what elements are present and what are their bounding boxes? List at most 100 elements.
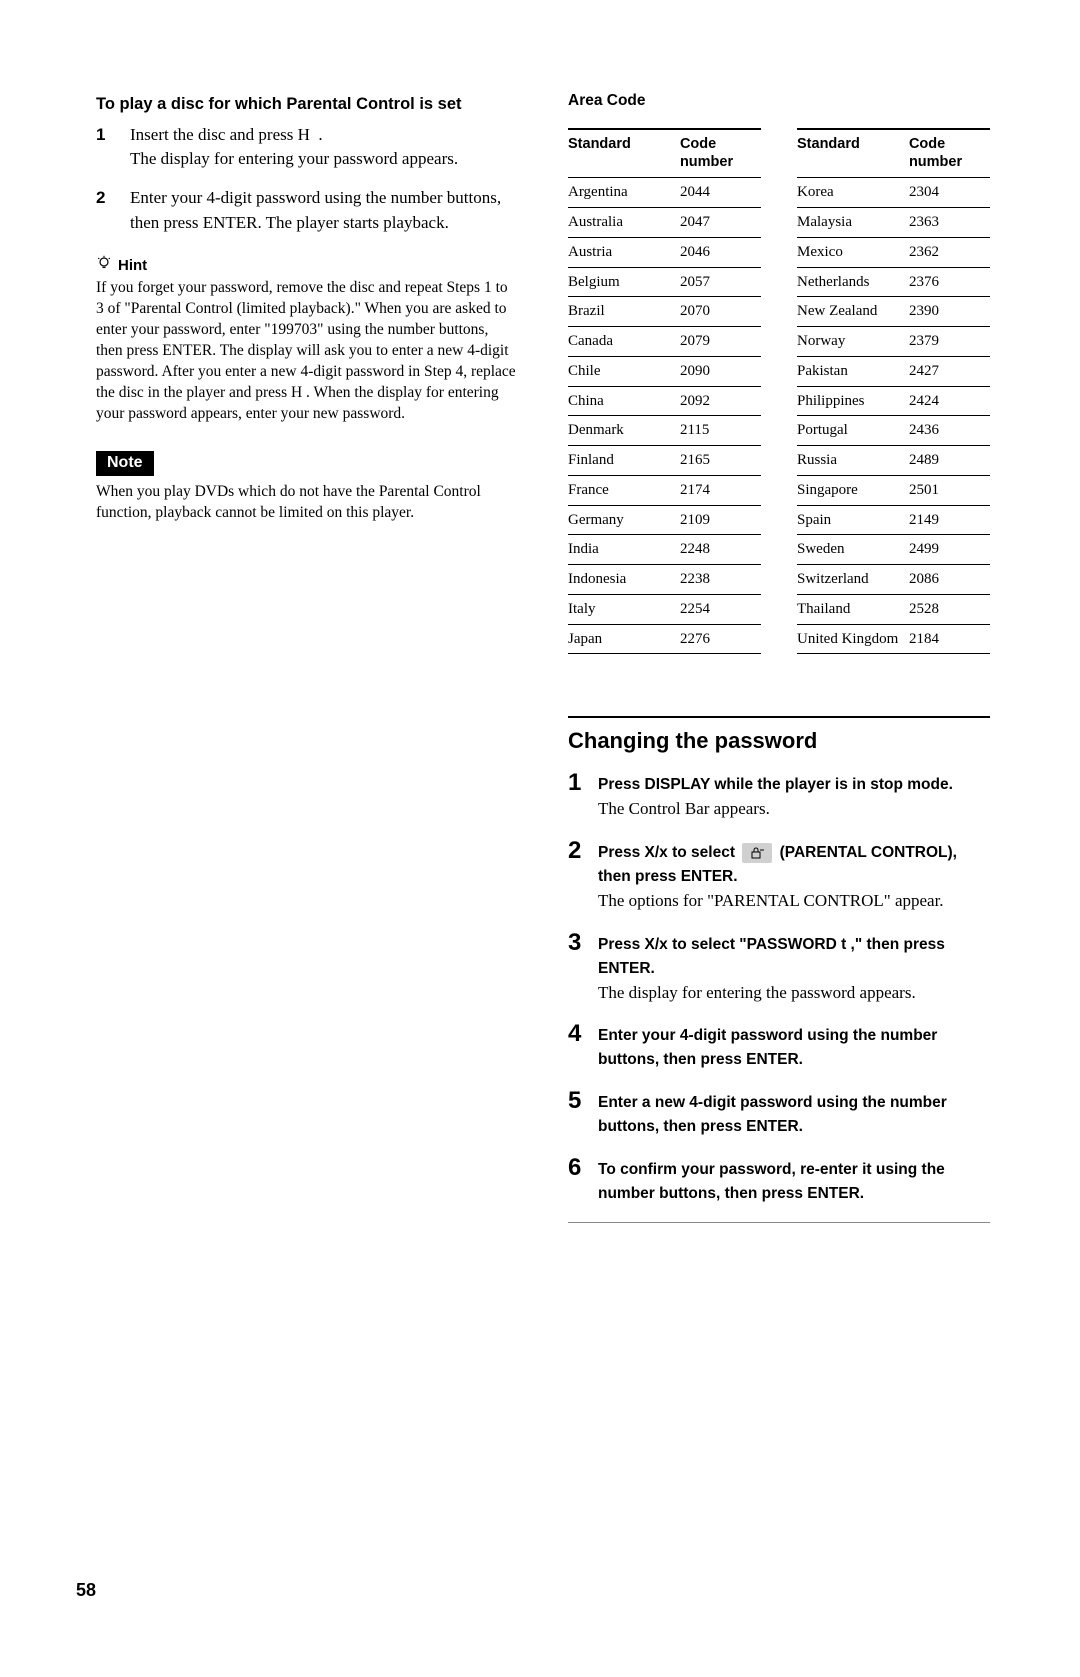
- table-row: Singapore2501: [797, 475, 990, 505]
- col-standard: Standard: [797, 129, 909, 178]
- table-row: Mexico2362: [797, 237, 990, 267]
- code-cell: 2070: [680, 297, 761, 327]
- step-plain: The Control Bar appears.: [598, 797, 990, 822]
- area-code-table-right: Standard Code number Korea2304Malaysia23…: [797, 128, 990, 654]
- hint-bulb-icon: [96, 255, 112, 276]
- change-step-3: 3 Press X/x to select "PASSWORD t ," the…: [568, 930, 990, 1006]
- table-row: Pakistan2427: [797, 356, 990, 386]
- table-row: Korea2304: [797, 178, 990, 208]
- note-badge: Note: [96, 451, 154, 476]
- country-cell: Netherlands: [797, 267, 909, 297]
- step-bold: Press X/x to select "PASSWORD t ," then …: [598, 933, 990, 981]
- code-cell: 2165: [680, 446, 761, 476]
- code-cell: 2090: [680, 356, 761, 386]
- step-text: Insert the disc and press H .The display…: [130, 123, 518, 172]
- play-step-1: 1 Insert the disc and press H .The displ…: [96, 123, 518, 172]
- country-cell: Korea: [797, 178, 909, 208]
- code-cell: 2057: [680, 267, 761, 297]
- col-code: Code number: [680, 129, 761, 178]
- table-row: Belgium2057: [568, 267, 761, 297]
- step-number: 5: [568, 1088, 598, 1139]
- play-disc-heading: To play a disc for which Parental Contro…: [96, 92, 518, 117]
- step-number: 2: [96, 186, 130, 235]
- country-cell: Sweden: [797, 535, 909, 565]
- table-row: Netherlands2376: [797, 267, 990, 297]
- table-row: Italy2254: [568, 594, 761, 624]
- change-step-5: 5 Enter a new 4-digit password using the…: [568, 1088, 990, 1139]
- country-cell: Australia: [568, 208, 680, 238]
- step-plain: The options for "PARENTAL CONTROL" appea…: [598, 889, 990, 914]
- step-bold: Enter a new 4-digit password using the n…: [598, 1091, 990, 1139]
- right-column: Area Code Standard Code number Argentina…: [568, 92, 990, 1223]
- code-cell: 2044: [680, 178, 761, 208]
- table-row: Finland2165: [568, 446, 761, 476]
- code-cell: 2047: [680, 208, 761, 238]
- table-row: Canada2079: [568, 327, 761, 357]
- play-disc-steps: 1 Insert the disc and press H .The displ…: [96, 123, 518, 236]
- code-cell: 2238: [680, 565, 761, 595]
- col-code: Code number: [909, 129, 990, 178]
- note-text: When you play DVDs which do not have the…: [96, 482, 518, 524]
- code-cell: 2092: [680, 386, 761, 416]
- play-step-2: 2 Enter your 4-digit password using the …: [96, 186, 518, 235]
- country-cell: Singapore: [797, 475, 909, 505]
- country-cell: Pakistan: [797, 356, 909, 386]
- code-cell: 2304: [909, 178, 990, 208]
- country-cell: Switzerland: [797, 565, 909, 595]
- step-bold: Press DISPLAY while the player is in sto…: [598, 773, 990, 797]
- code-cell: 2489: [909, 446, 990, 476]
- left-column: To play a disc for which Parental Contro…: [96, 92, 518, 1223]
- code-cell: 2109: [680, 505, 761, 535]
- step-number: 3: [568, 930, 598, 1006]
- country-cell: Austria: [568, 237, 680, 267]
- table-row: Philippines2424: [797, 386, 990, 416]
- country-cell: France: [568, 475, 680, 505]
- country-cell: Russia: [797, 446, 909, 476]
- code-cell: 2362: [909, 237, 990, 267]
- area-code-title: Area Code: [568, 92, 990, 110]
- table-row: Chile2090: [568, 356, 761, 386]
- col-standard: Standard: [568, 129, 680, 178]
- code-cell: 2184: [909, 624, 990, 654]
- country-cell: Belgium: [568, 267, 680, 297]
- step-number: 6: [568, 1155, 598, 1206]
- country-cell: China: [568, 386, 680, 416]
- end-divider: [568, 1222, 990, 1223]
- country-cell: Indonesia: [568, 565, 680, 595]
- table-row: Germany2109: [568, 505, 761, 535]
- step-bold: To confirm your password, re-enter it us…: [598, 1158, 990, 1206]
- changing-password-steps: 1 Press DISPLAY while the player is in s…: [568, 770, 990, 1206]
- table-row: Sweden2499: [797, 535, 990, 565]
- code-cell: 2046: [680, 237, 761, 267]
- code-cell: 2079: [680, 327, 761, 357]
- code-cell: 2390: [909, 297, 990, 327]
- country-cell: Malaysia: [797, 208, 909, 238]
- code-cell: 2115: [680, 416, 761, 446]
- country-cell: Denmark: [568, 416, 680, 446]
- code-cell: 2499: [909, 535, 990, 565]
- area-code-tables: Standard Code number Argentina2044Austra…: [568, 128, 990, 654]
- table-row: Switzerland2086: [797, 565, 990, 595]
- table-row: Australia2047: [568, 208, 761, 238]
- code-cell: 2501: [909, 475, 990, 505]
- table-row: Malaysia2363: [797, 208, 990, 238]
- hint-header: Hint: [96, 255, 518, 276]
- step-number: 2: [568, 838, 598, 914]
- country-cell: Chile: [568, 356, 680, 386]
- table-row: Russia2489: [797, 446, 990, 476]
- country-cell: Argentina: [568, 178, 680, 208]
- country-cell: Norway: [797, 327, 909, 357]
- step-number: 1: [568, 770, 598, 822]
- country-cell: Portugal: [797, 416, 909, 446]
- code-cell: 2427: [909, 356, 990, 386]
- parental-lock-icon: [742, 843, 772, 863]
- code-cell: 2363: [909, 208, 990, 238]
- code-cell: 2376: [909, 267, 990, 297]
- code-cell: 2149: [909, 505, 990, 535]
- country-cell: Canada: [568, 327, 680, 357]
- change-step-4: 4 Enter your 4-digit password using the …: [568, 1021, 990, 1072]
- table-row: Thailand2528: [797, 594, 990, 624]
- table-row: Portugal2436: [797, 416, 990, 446]
- table-row: New Zealand2390: [797, 297, 990, 327]
- country-cell: Mexico: [797, 237, 909, 267]
